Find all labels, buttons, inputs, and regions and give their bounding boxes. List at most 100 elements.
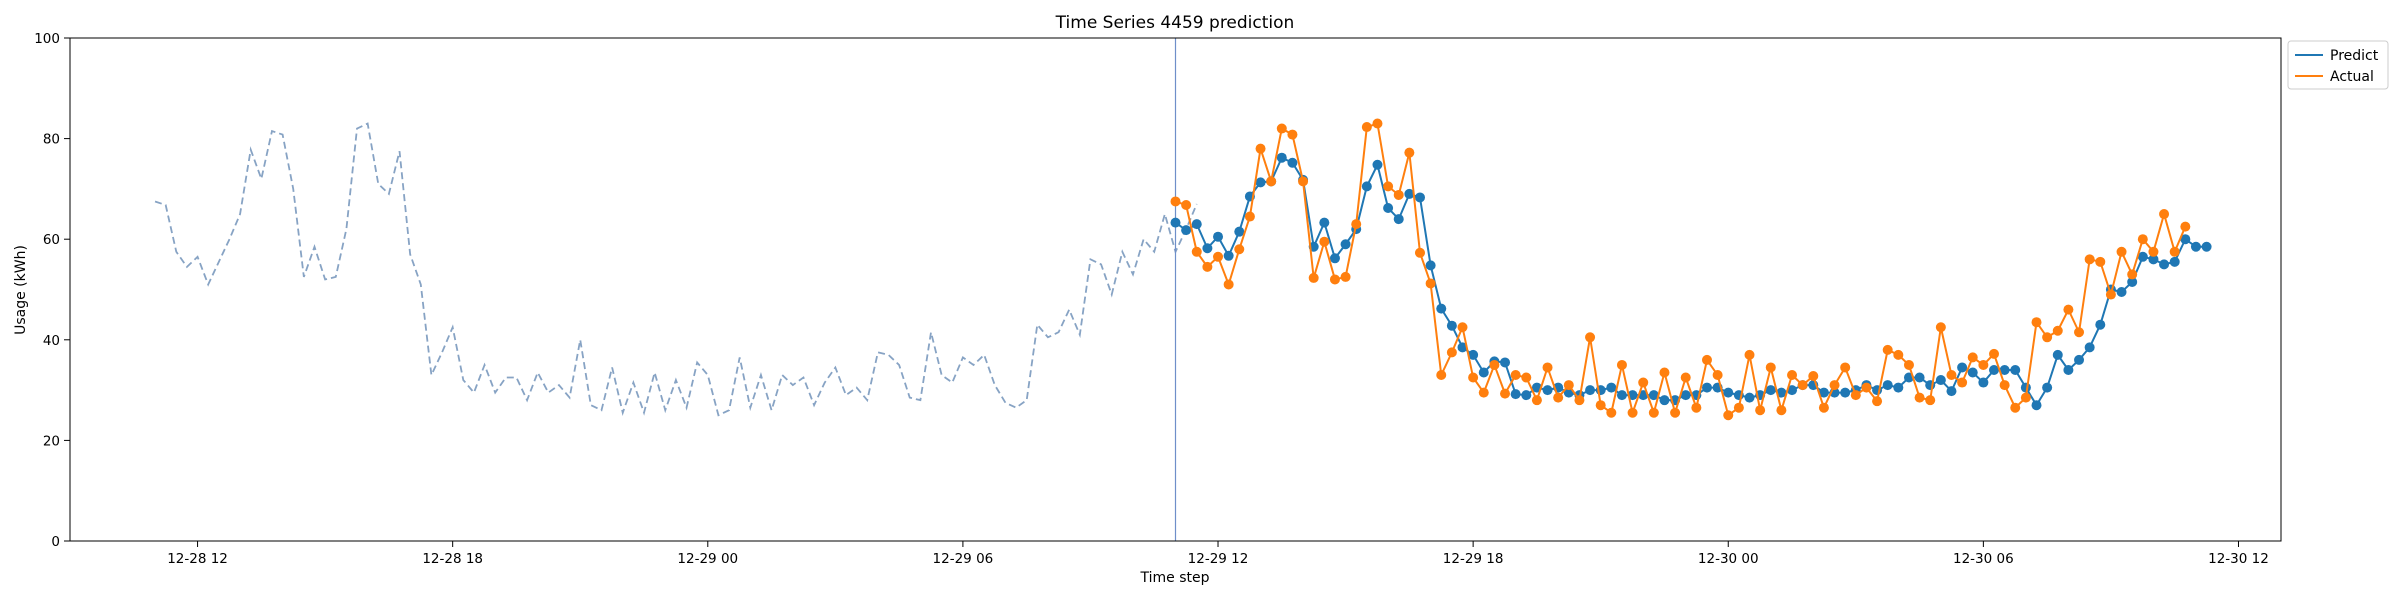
actual-point: [2159, 209, 2170, 220]
actual-point: [2105, 289, 2116, 300]
actual-point: [1723, 410, 1734, 421]
predict-point: [2010, 364, 2021, 375]
chart-title: Time Series 4459 prediction: [1055, 13, 1295, 33]
actual-point: [1244, 211, 1255, 222]
actual-point: [1170, 196, 1181, 207]
actual-point: [1808, 371, 1819, 382]
actual-point: [2052, 325, 2063, 336]
predict-point: [1648, 390, 1659, 401]
actual-point: [1638, 377, 1649, 388]
actual-point: [1574, 395, 1585, 406]
actual-point: [2169, 246, 2180, 257]
actual-point: [1585, 332, 1596, 343]
history-series-line: [154, 122, 1198, 417]
actual-point: [1213, 251, 1224, 262]
actual-point: [1882, 344, 1893, 355]
y-tick-label: 0: [51, 534, 60, 550]
predict-point: [1425, 260, 1436, 271]
actual-point: [1372, 118, 1383, 129]
actual-point: [1701, 354, 1712, 365]
actual-point: [1436, 370, 1447, 381]
y-tick-label: 60: [43, 232, 60, 248]
actual-point: [1531, 395, 1542, 406]
actual-point: [1616, 359, 1627, 370]
actual-point: [1606, 407, 1617, 418]
actual-point: [1818, 402, 1829, 413]
actual-point: [1744, 349, 1755, 360]
predict-point: [1181, 225, 1192, 236]
x-tick-label: 12-29 18: [1443, 551, 1504, 567]
x-tick-label: 12-28 18: [422, 551, 483, 567]
actual-point: [1776, 405, 1787, 416]
actual-point: [1935, 322, 1946, 333]
actual-point: [1914, 392, 1925, 403]
predict-point: [2180, 234, 2191, 245]
predict-point: [1606, 382, 1617, 393]
predict-point: [1542, 385, 1553, 396]
actual-point: [1925, 395, 1936, 406]
predict-point: [1287, 157, 1298, 168]
plot-frame: [69, 37, 2282, 542]
actual-point: [1563, 380, 1574, 391]
actual-point: [1234, 244, 1245, 255]
predict-point: [1989, 364, 1999, 375]
actual-point: [1393, 189, 1404, 200]
predict-point: [1468, 349, 1479, 360]
actual-point: [1223, 279, 1234, 290]
y-tick-label: 80: [43, 132, 60, 148]
predict-point: [2031, 400, 2042, 411]
y-axis-label: Usage (kWh): [13, 245, 29, 335]
actual-point: [1287, 129, 1298, 140]
actual-point: [1903, 359, 1914, 370]
actual-point: [2020, 392, 2031, 403]
predict-point: [1361, 181, 1372, 192]
x-tick-label: 12-29 12: [1188, 551, 1249, 567]
actual-point: [1595, 400, 1606, 411]
predict-point: [1436, 303, 1447, 314]
predict-point: [1170, 217, 1181, 228]
actual-point: [2116, 246, 2127, 257]
predict-point: [1659, 395, 1670, 406]
x-tick-label: 12-29 00: [677, 551, 738, 567]
actual-point: [2095, 256, 2106, 267]
predict-point: [1967, 367, 1978, 378]
predict-point: [1329, 253, 1340, 264]
predict-point: [2042, 382, 2053, 393]
predict-point: [2116, 287, 2127, 298]
actual-point: [1202, 261, 1213, 272]
predict-point: [1616, 390, 1627, 401]
predict-point: [1383, 203, 1394, 214]
predict-point: [1957, 362, 1968, 373]
predict-point: [1935, 375, 1946, 386]
predict-point: [2063, 364, 2074, 375]
actual-point: [1850, 390, 1861, 401]
actual-point: [1659, 367, 1670, 378]
predict-point: [1319, 217, 1330, 228]
actual-point: [1670, 407, 1681, 418]
predict-point: [2201, 241, 2212, 252]
actual-point: [1797, 380, 1808, 391]
actual-point: [1425, 278, 1436, 289]
actual-point: [1340, 271, 1351, 282]
actual-point: [1478, 387, 1489, 398]
actual-point: [1404, 147, 1415, 158]
x-tick-label: 12-29 06: [933, 551, 994, 567]
actual-point: [1191, 246, 1202, 257]
predict-point: [1393, 214, 1404, 225]
y-tick-label: 40: [43, 333, 60, 349]
predict-point: [1765, 385, 1776, 396]
predict-point: [1510, 389, 1521, 400]
actual-point: [1255, 143, 1266, 154]
actual-point: [1989, 348, 1999, 359]
predict-point: [1776, 387, 1787, 398]
predict-point: [1680, 390, 1691, 401]
predict-point: [1213, 231, 1224, 242]
actual-point: [1893, 349, 1904, 360]
actual-point: [1787, 370, 1798, 381]
actual-point: [1861, 382, 1872, 393]
actual-point: [1489, 359, 1500, 370]
predict-point: [2159, 259, 2170, 270]
actual-point: [2010, 402, 2021, 413]
actual-point: [1298, 176, 1309, 187]
